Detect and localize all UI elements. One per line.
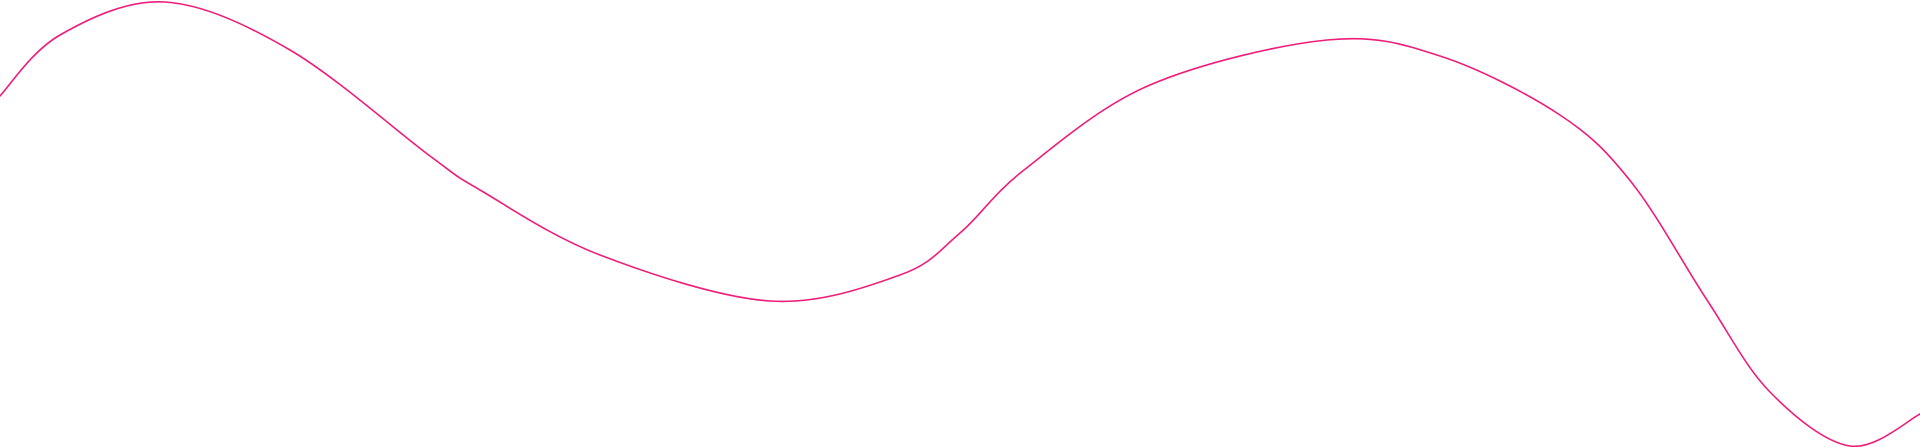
decorative-wave-line — [0, 1, 1920, 447]
wave-curve — [0, 1, 1920, 447]
